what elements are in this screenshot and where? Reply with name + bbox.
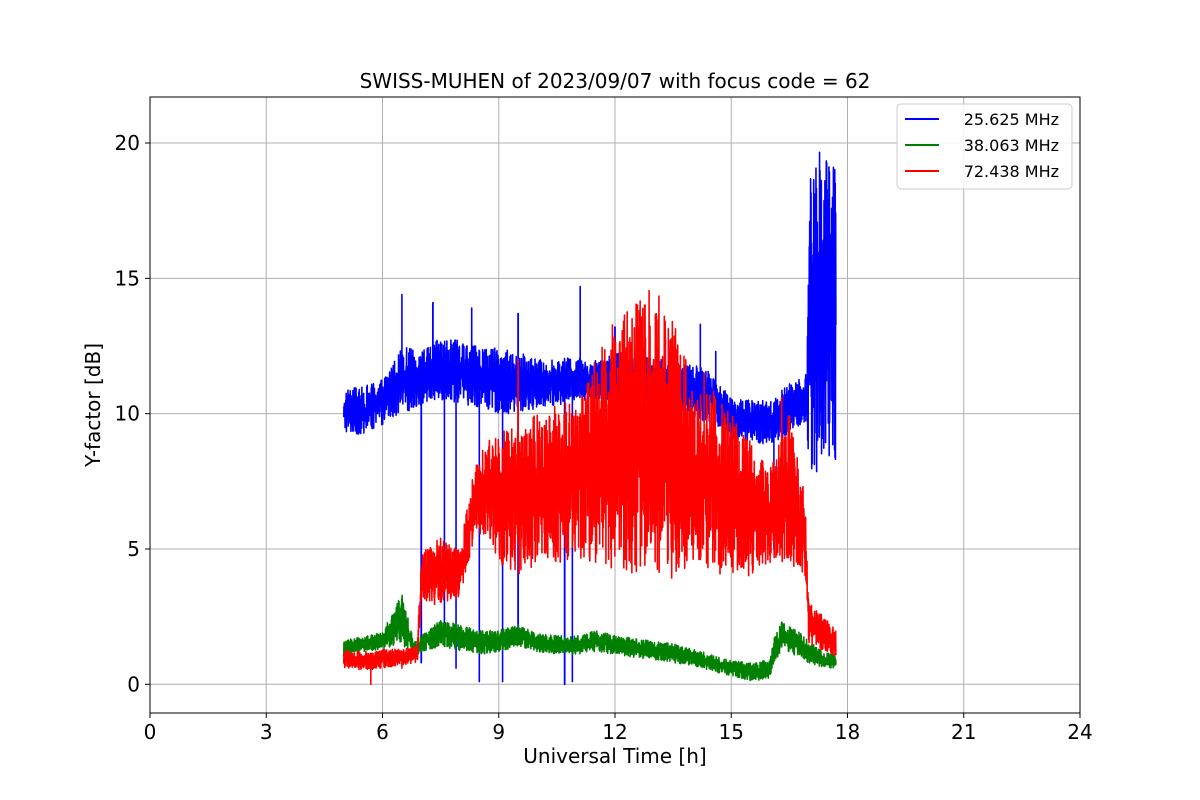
- series-line-1: [342, 151, 837, 686]
- x-tick-label: 3: [260, 720, 273, 744]
- x-tick-label: 0: [144, 720, 157, 744]
- x-tick-label: 21: [951, 720, 976, 744]
- y-tick-label: 10: [115, 402, 140, 426]
- series-line-3: [342, 289, 837, 686]
- x-tick-label: 9: [492, 720, 505, 744]
- x-tick-label: 18: [835, 720, 860, 744]
- y-tick-label: 20: [115, 131, 140, 155]
- legend-entry-label: 25.625 MHz: [964, 110, 1059, 129]
- x-tick-label: 15: [719, 720, 744, 744]
- legend: 25.625 MHz 38.063 MHz 72.438 MHz: [896, 103, 1073, 190]
- x-tick-label: 24: [1067, 720, 1092, 744]
- legend-entry-label: 38.063 MHz: [964, 136, 1059, 155]
- series-line-2: [342, 594, 837, 682]
- legend-box: [896, 103, 1073, 190]
- y-axis-label: Y-factor [dB]: [81, 343, 105, 468]
- chart-title: SWISS-MUHEN of 2023/09/07 with focus cod…: [360, 69, 871, 93]
- y-tick-label: 15: [115, 266, 140, 290]
- x-tick-label: 12: [602, 720, 627, 744]
- y-tick-label: 0: [127, 672, 140, 696]
- plot-series: [342, 151, 837, 686]
- axis-ticks: 0 3 6 9 12 15 18 21 24 0 5 10 15 20: [115, 131, 1093, 744]
- x-axis-label: Universal Time [h]: [523, 744, 706, 768]
- x-tick-label: 6: [376, 720, 389, 744]
- legend-entry-label: 72.438 MHz: [964, 162, 1059, 181]
- y-tick-label: 5: [127, 537, 140, 561]
